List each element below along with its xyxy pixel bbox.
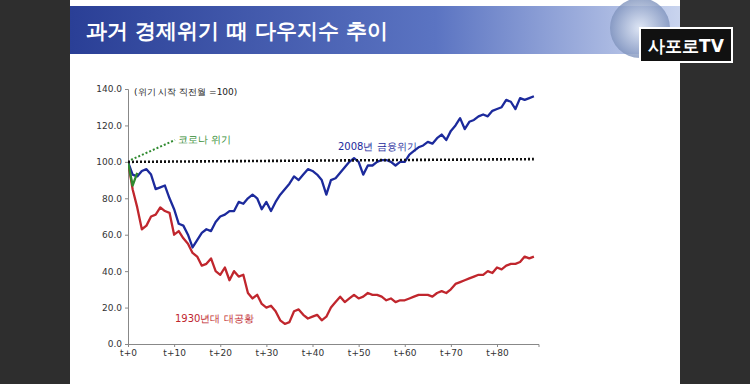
x-tick: t+70: [440, 344, 463, 358]
x-tick-mark: [451, 344, 452, 347]
series-label: 2008년 금융위기: [338, 141, 417, 152]
x-tick: t+40: [302, 344, 325, 358]
x-tick: t+80: [486, 344, 509, 358]
x-tick-mark: [359, 344, 360, 347]
y-tick-label: 140.0: [96, 84, 122, 94]
x-tick-label: t+80: [486, 348, 509, 358]
y-tick-mark: [125, 125, 128, 126]
x-tick: t+0: [120, 344, 137, 358]
series-label: 1930년대 대공황: [175, 313, 254, 324]
x-axis-line: [129, 345, 540, 348]
y-tick: 100.0: [96, 157, 128, 167]
x-tick-label: t+0: [120, 348, 137, 358]
y-tick-mark: [125, 162, 128, 163]
x-tick-mark: [220, 344, 221, 347]
x-tick-label: t+30: [256, 348, 279, 358]
x-tick: t+50: [348, 344, 371, 358]
x-tick-mark: [405, 344, 406, 347]
watermark: 사포로TV: [648, 36, 725, 56]
y-tick-mark: [125, 271, 128, 272]
x-tick-label: t+40: [302, 348, 325, 358]
logo-box: [640, 28, 732, 62]
y-tick-label: 20.0: [102, 303, 122, 313]
x-tick-label: t+20: [209, 348, 232, 358]
y-tick: 80.0: [102, 194, 128, 204]
y-tick-mark: [125, 235, 128, 236]
series-line: [128, 162, 534, 324]
x-tick-label: t+50: [348, 348, 371, 358]
series-line: [128, 162, 137, 186]
y-tick: 40.0: [102, 267, 128, 277]
y-tick-mark: [125, 198, 128, 199]
y-tick: 120.0: [96, 121, 128, 131]
title: 과거 경제위기 때 다우지수 추이: [86, 19, 388, 43]
label-pointer: [131, 140, 175, 160]
y-label: (위기 시작 직전월 =100): [134, 87, 237, 97]
series-label: 코로나 위기: [178, 134, 231, 145]
y-tick: 140.0: [96, 84, 128, 94]
x-tick-label: t+10: [163, 348, 186, 358]
x-tick-mark: [174, 344, 175, 347]
y-axis-line: [125, 90, 129, 345]
x-tick-mark: [266, 344, 267, 347]
y-tick-label: 80.0: [102, 194, 122, 204]
y-tick: 60.0: [102, 230, 128, 240]
series-line: [128, 159, 534, 162]
y-tick-mark: [125, 89, 128, 90]
x-tick: t+10: [163, 344, 186, 358]
y-tick-mark: [125, 308, 128, 309]
y-tick-mark: [125, 344, 128, 345]
x-axis: t+0 t+10 t+20 t+30 t+40 t+50 t+60 t+70 t+80: [120, 344, 539, 358]
x-tick-label: t+60: [394, 348, 417, 358]
x-tick-mark: [497, 344, 498, 347]
series-line: [128, 96, 534, 247]
header-bar: [70, 6, 680, 54]
plot-area: [128, 96, 534, 324]
y-axis: 0.020.040.060.080.0100.0120.0140.0: [96, 84, 128, 349]
y-tick-label: 120.0: [96, 121, 122, 131]
x-tick: t+20: [209, 344, 232, 358]
x-tick: t+30: [256, 344, 279, 358]
x-tick-mark: [313, 344, 314, 347]
y-tick: 20.0: [102, 303, 128, 313]
chart: 과거 경제위기 때 다우지수 추이사포로TV0.020.040.060.080.…: [0, 0, 750, 384]
x-tick-mark: [128, 344, 129, 347]
y-tick-label: 40.0: [102, 267, 122, 277]
x-tick-label: t+70: [440, 348, 463, 358]
x-tick: t+60: [394, 344, 417, 358]
panel: [70, 0, 680, 384]
y-tick-label: 100.0: [96, 157, 122, 167]
y-tick-label: 60.0: [102, 230, 122, 240]
